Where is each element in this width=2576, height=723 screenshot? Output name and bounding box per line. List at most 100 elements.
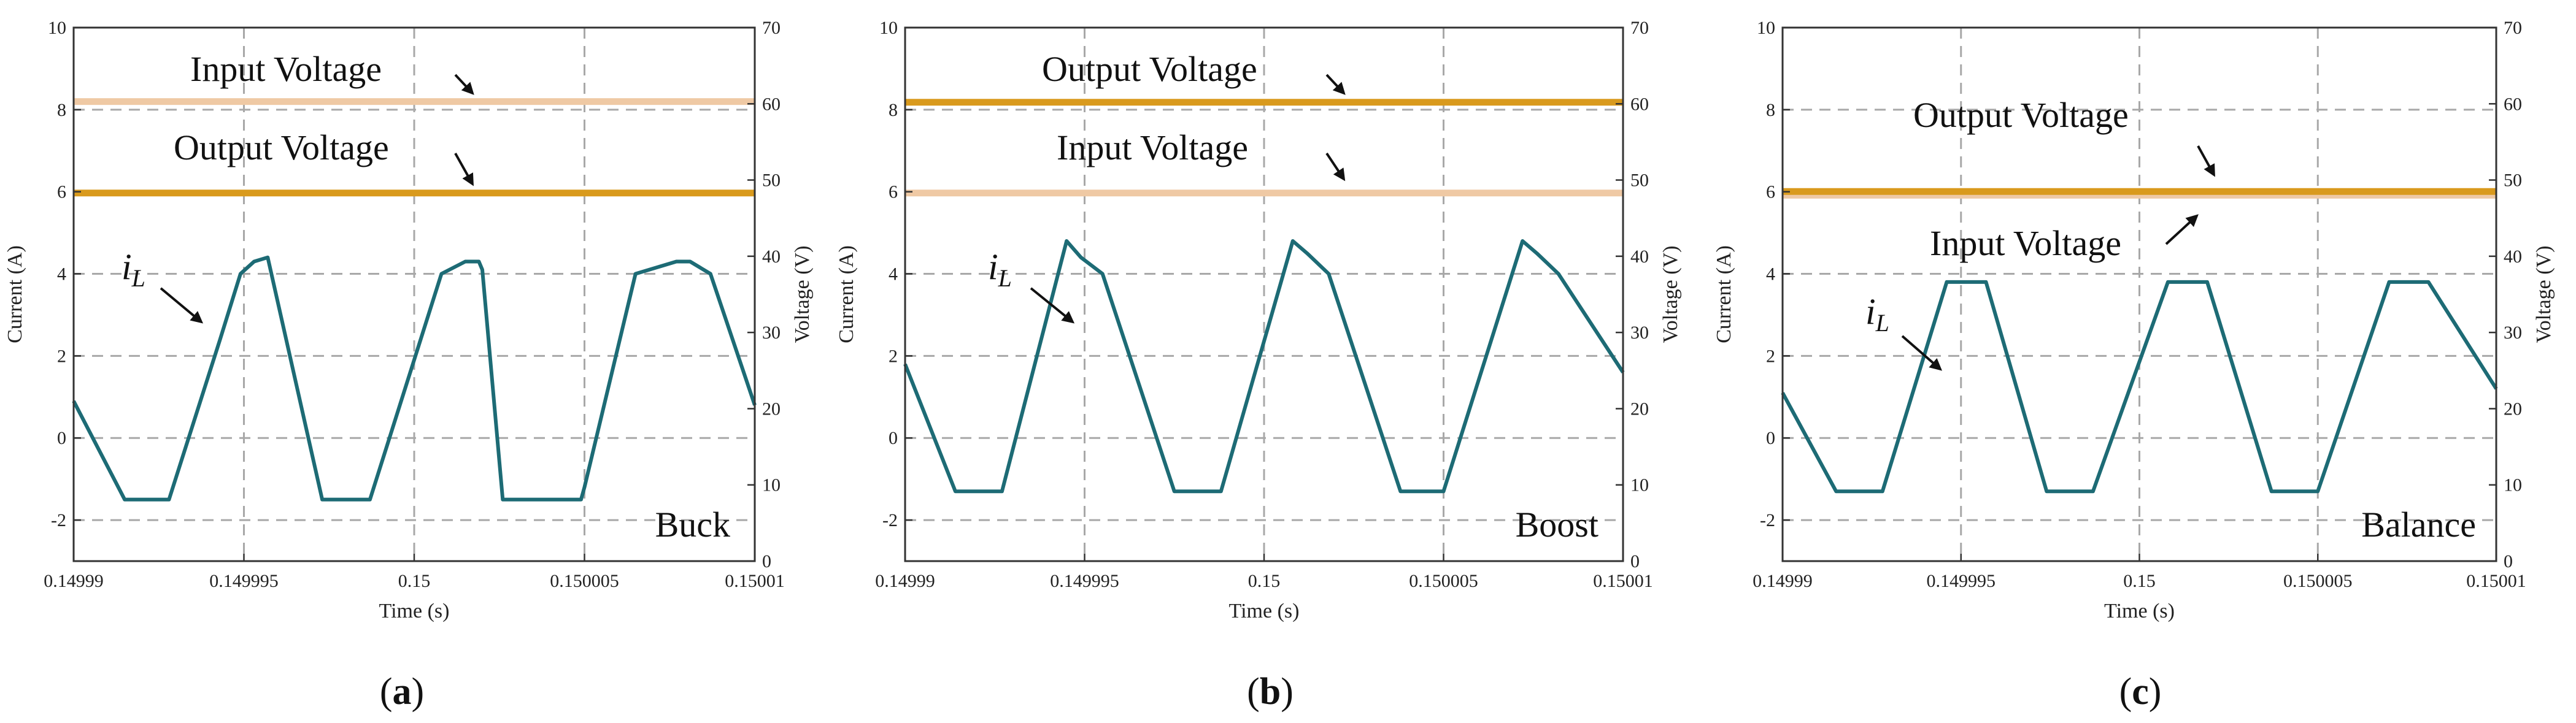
y-right-tick-label: 40 — [1630, 247, 1649, 267]
y-left-tick-label: -2 — [882, 510, 898, 530]
annotation-arrow — [454, 74, 474, 95]
y-right-tick-label: 30 — [2504, 323, 2522, 343]
annotation-il-main: i — [988, 247, 998, 287]
annotation-il: iL — [121, 247, 145, 292]
y-left-axis-title: Current (A) — [1713, 245, 1735, 343]
y-left-tick-label: 10 — [1757, 18, 1775, 38]
y-right-tick-label: 10 — [1630, 475, 1649, 495]
panel-caption: (a) — [380, 671, 424, 713]
y-left-tick-label: 10 — [879, 18, 898, 38]
x-tick-label: 0.15 — [398, 571, 431, 591]
y-right-tick-label: 70 — [2504, 18, 2522, 38]
x-tick-label: 0.149995 — [1050, 571, 1119, 591]
x-axis-title: Time (s) — [1229, 600, 1300, 622]
x-tick-label: 0.149995 — [1927, 571, 1996, 591]
y-right-tick-label: 0 — [762, 551, 771, 572]
annotation-output-voltage: Output Voltage — [1913, 95, 2129, 135]
y-right-tick-label: 30 — [762, 323, 781, 343]
annotation-il-main: i — [121, 247, 132, 287]
y-left-tick-label: 10 — [48, 18, 66, 38]
y-right-axis-title: Voltage (V) — [2532, 246, 2555, 343]
mode-label: Boost — [1516, 505, 1598, 545]
y-right-tick-label: 70 — [762, 18, 781, 38]
panel-caption-open: ( — [1247, 671, 1260, 713]
x-tick-label: 0.150005 — [1409, 571, 1478, 591]
y-right-axis-title: Voltage (V) — [791, 246, 814, 343]
y-right-tick-label: 10 — [762, 475, 781, 495]
panel-caption-letter: a — [393, 671, 412, 713]
y-left-tick-label: 0 — [889, 428, 898, 448]
x-axis-title: Time (s) — [2104, 600, 2175, 622]
y-left-tick-label: 4 — [57, 264, 66, 285]
x-tick-label: 0.14999 — [1753, 571, 1813, 591]
y-right-tick-label: 50 — [1630, 170, 1649, 191]
inductor-current-line — [72, 255, 757, 502]
annotation-arrow — [1325, 152, 1346, 182]
panel-caption: (c) — [2119, 671, 2162, 713]
panel-caption-letter: b — [1260, 671, 1281, 713]
y-left-tick-label: 0 — [1766, 428, 1775, 448]
x-tick-label: 0.15 — [2123, 571, 2156, 591]
panel-caption-open: ( — [2119, 671, 2132, 713]
x-tick-label: 0.14999 — [44, 571, 104, 591]
annotation-arrow — [2197, 145, 2215, 177]
y-right-tick-label: 60 — [762, 94, 781, 114]
y-left-tick-label: 2 — [57, 346, 66, 366]
annotation-il-arrow — [160, 287, 204, 324]
x-tick-label: 0.14999 — [875, 571, 935, 591]
annotation-il: iL — [988, 247, 1012, 292]
x-tick-label: 0.150005 — [2283, 571, 2353, 591]
y-right-tick-label: 20 — [1630, 399, 1649, 419]
x-tick-label: 0.150005 — [550, 571, 619, 591]
y-left-axis-title: Current (A) — [4, 245, 26, 343]
y-left-tick-label: 6 — [889, 182, 898, 202]
panel-caption-close: ) — [1281, 671, 1294, 713]
y-right-tick-label: 20 — [2504, 399, 2522, 419]
annotation-il-subscript: L — [998, 264, 1012, 292]
chart-panel-a: 0.14999 0.149995 0.15 0.150005 0.15001 -2 0 2 4 6… — [4, 18, 814, 713]
y-left-tick-label: 8 — [1766, 100, 1775, 120]
x-tick-label: 0.15001 — [2466, 571, 2526, 591]
mode-label: Buck — [655, 505, 730, 545]
y-left-tick-label: -2 — [1760, 510, 1775, 530]
y-right-tick-label: 40 — [762, 247, 781, 267]
y-right-tick-label: 60 — [1630, 94, 1649, 114]
annotation-output-voltage: Output Voltage — [1042, 49, 1257, 89]
annotation-il-subscript: L — [131, 264, 145, 292]
annotation-il: iL — [1865, 291, 1889, 337]
y-left-tick-label: 0 — [57, 428, 66, 448]
y-left-tick-label: 2 — [1766, 346, 1775, 366]
y-left-tick-label: 4 — [889, 264, 898, 285]
y-left-axis-title: Current (A) — [835, 245, 858, 343]
inductor-current-line — [1781, 280, 2498, 494]
y-left-tick-label: 6 — [1766, 182, 1775, 202]
y-left-tick-label: 8 — [57, 100, 66, 120]
annotation-il-main: i — [1865, 291, 1876, 332]
y-right-tick-label: 50 — [762, 170, 781, 191]
y-left-tick-label: 2 — [889, 346, 898, 366]
y-left-tick-label: 8 — [889, 100, 898, 120]
annotation-output-voltage: Output Voltage — [174, 128, 389, 167]
x-tick-label: 0.15001 — [1593, 571, 1653, 591]
annotation-il-subscript: L — [1875, 309, 1889, 337]
y-right-tick-label: 10 — [2504, 475, 2522, 495]
x-tick-label: 0.15001 — [725, 571, 785, 591]
x-tick-label: 0.149995 — [209, 571, 279, 591]
y-right-tick-label: 0 — [1630, 551, 1640, 572]
annotation-input-voltage: Input Voltage — [1930, 223, 2121, 263]
annotation-input-voltage: Input Voltage — [190, 49, 382, 89]
x-tick-label: 0.15 — [1248, 571, 1281, 591]
y-left-tick-label: -2 — [51, 510, 66, 530]
annotation-il-arrow — [1901, 335, 1943, 371]
annotation-arrow — [454, 153, 474, 186]
annotation-arrow — [2165, 214, 2199, 245]
x-axis-title: Time (s) — [379, 600, 450, 622]
y-right-tick-label: 30 — [1630, 323, 1649, 343]
y-right-axis-title: Voltage (V) — [1659, 246, 1682, 343]
y-right-tick-label: 70 — [1630, 18, 1649, 38]
chart-panel-c: 0.14999 0.149995 0.15 0.150005 0.15001 -2 0 2 4 6… — [1713, 18, 2555, 713]
y-left-tick-label: 6 — [57, 182, 66, 202]
annotation-arrow — [1325, 74, 1346, 95]
y-right-tick-label: 50 — [2504, 170, 2522, 191]
